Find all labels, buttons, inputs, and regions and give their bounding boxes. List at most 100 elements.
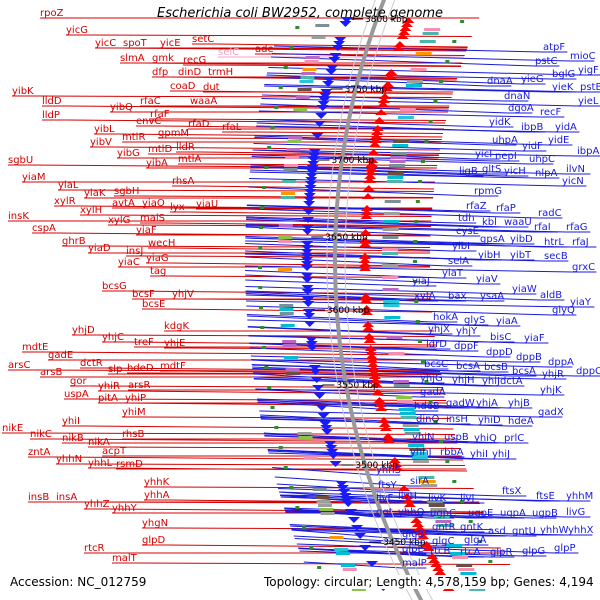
forward-feature-arrow: [361, 321, 374, 327]
gene-label-uhpA: uhpA: [492, 135, 518, 146]
gene-label-yibK: yibK: [12, 86, 34, 97]
gene-label-yhiI: yhiI: [470, 449, 488, 460]
forward-feature-arrow: [411, 521, 424, 527]
forward-feature-arrow: [375, 109, 388, 115]
gene-label-yhhS: yhhS: [376, 465, 401, 476]
gene-connector: [246, 217, 505, 228]
gene-label-spoT: spoT: [123, 38, 148, 49]
gene-connector: [244, 256, 449, 267]
gene-label-rpoZ: rpoZ: [40, 8, 64, 19]
forward-feature-arrow: [369, 377, 382, 383]
forward-feature-arrow: [370, 133, 383, 139]
forward-feature-arrow: [390, 461, 403, 467]
gc-tick: [418, 340, 423, 343]
gene-label-dppC: dppC: [576, 366, 600, 377]
reverse-feature-arrow: [336, 485, 349, 491]
reverse-feature-arrow: [308, 149, 321, 155]
forward-feature-arrow: [417, 533, 430, 539]
forward-feature-arrow: [359, 237, 372, 243]
annotation-block: [411, 456, 428, 459]
gene-label-dppB: dppB: [516, 352, 542, 363]
gc-tick: [274, 106, 279, 109]
reverse-feature-arrow: [305, 341, 318, 347]
reverse-feature-arrow: [340, 497, 353, 503]
reverse-feature-arrow: [320, 89, 333, 95]
gene-label-yibG: yibG: [117, 148, 140, 159]
reverse-feature-arrow: [338, 489, 351, 495]
gene-label-xylH: xylH: [80, 205, 102, 216]
gene-label-dut: dut: [203, 82, 220, 93]
forward-feature-arrow: [428, 557, 441, 563]
gene-label-rfaF: rfaF: [150, 109, 170, 120]
gene-label-nikE: nikE: [2, 423, 23, 434]
forward-feature-arrow: [360, 297, 373, 303]
reverse-feature-arrow: [315, 405, 328, 411]
gene-label-yidF: yidF: [522, 141, 543, 152]
reverse-feature-arrow: [301, 229, 314, 235]
gene-connector: [245, 270, 443, 279]
annotation-block: [334, 548, 349, 551]
annotation-block: [393, 384, 410, 387]
gene-connector: [251, 364, 485, 373]
gene-label-mioC: mioC: [570, 51, 596, 62]
gene-connector: [276, 483, 379, 491]
reverse-feature-arrow: [306, 169, 319, 175]
forward-feature-arrow: [362, 325, 375, 331]
annotation-block: [383, 220, 400, 223]
annotation-block: [452, 556, 469, 559]
gene-label-gntK: gntK: [460, 522, 484, 533]
gene-label-lyx: lyx: [170, 202, 185, 213]
gene-connector: [184, 370, 441, 375]
gene-connector: [82, 189, 434, 192]
gene-connector: [80, 463, 466, 466]
annotation-block: [382, 248, 399, 251]
gc-tick: [488, 560, 493, 563]
gc-tick: [283, 466, 288, 469]
reverse-feature-arrow: [301, 245, 314, 251]
gc-tick: [259, 226, 264, 229]
gc-tick: [415, 200, 420, 203]
annotation-block: [293, 108, 308, 111]
gene-connector: [104, 214, 432, 217]
genome-summary-text: Topology: circular; Length: 4,578,159 bp…: [262, 575, 596, 589]
gc-tick: [445, 60, 450, 63]
gene-connector: [291, 528, 569, 536]
forward-feature-arrow: [360, 209, 373, 215]
gene-label-yigF: yigF: [578, 65, 599, 76]
gene-label-glpD: glpD: [142, 535, 165, 546]
annotation-block: [315, 24, 330, 27]
annotation-block: [393, 380, 410, 383]
reverse-feature-arrow: [308, 153, 321, 159]
gene-label-yhjD: yhjD: [72, 325, 95, 336]
gene-label-lldR: lldR: [176, 142, 195, 153]
gene-label-livJ: livJ: [460, 493, 474, 504]
gc-tick: [302, 526, 307, 529]
annotation-block: [287, 140, 302, 143]
gene-connector: [245, 240, 573, 248]
gene-label-glyQ: glyQ: [552, 305, 575, 316]
gene-connector: [52, 456, 464, 461]
reverse-feature-arrow: [317, 413, 330, 419]
gene-connector: [272, 467, 377, 476]
reverse-feature-arrow: [333, 41, 346, 47]
annotation-block: [424, 28, 441, 31]
annotation-block: [304, 60, 319, 63]
gc-tick: [413, 280, 418, 283]
annotation-block: [382, 288, 399, 291]
gene-label-ftsY: ftsY: [378, 480, 397, 491]
reverse-feature-arrow: [303, 197, 316, 203]
gene-label-yiaK: yiaK: [84, 188, 106, 199]
gene-label-yieG: yieG: [521, 74, 544, 85]
gene-label-yhgN: yhgN: [142, 518, 168, 529]
gc-tick: [424, 140, 429, 143]
gene-label-gntU: gntU: [512, 526, 536, 537]
annotation-block: [396, 396, 413, 399]
gene-label-treF: treF: [134, 337, 154, 348]
annotation-block: [382, 252, 399, 255]
forward-feature-arrow: [402, 497, 415, 503]
annotation-block: [299, 80, 314, 83]
gene-label-nepI: nepI: [495, 151, 517, 162]
annotation-block: [279, 308, 294, 311]
annotation-block: [278, 268, 293, 271]
